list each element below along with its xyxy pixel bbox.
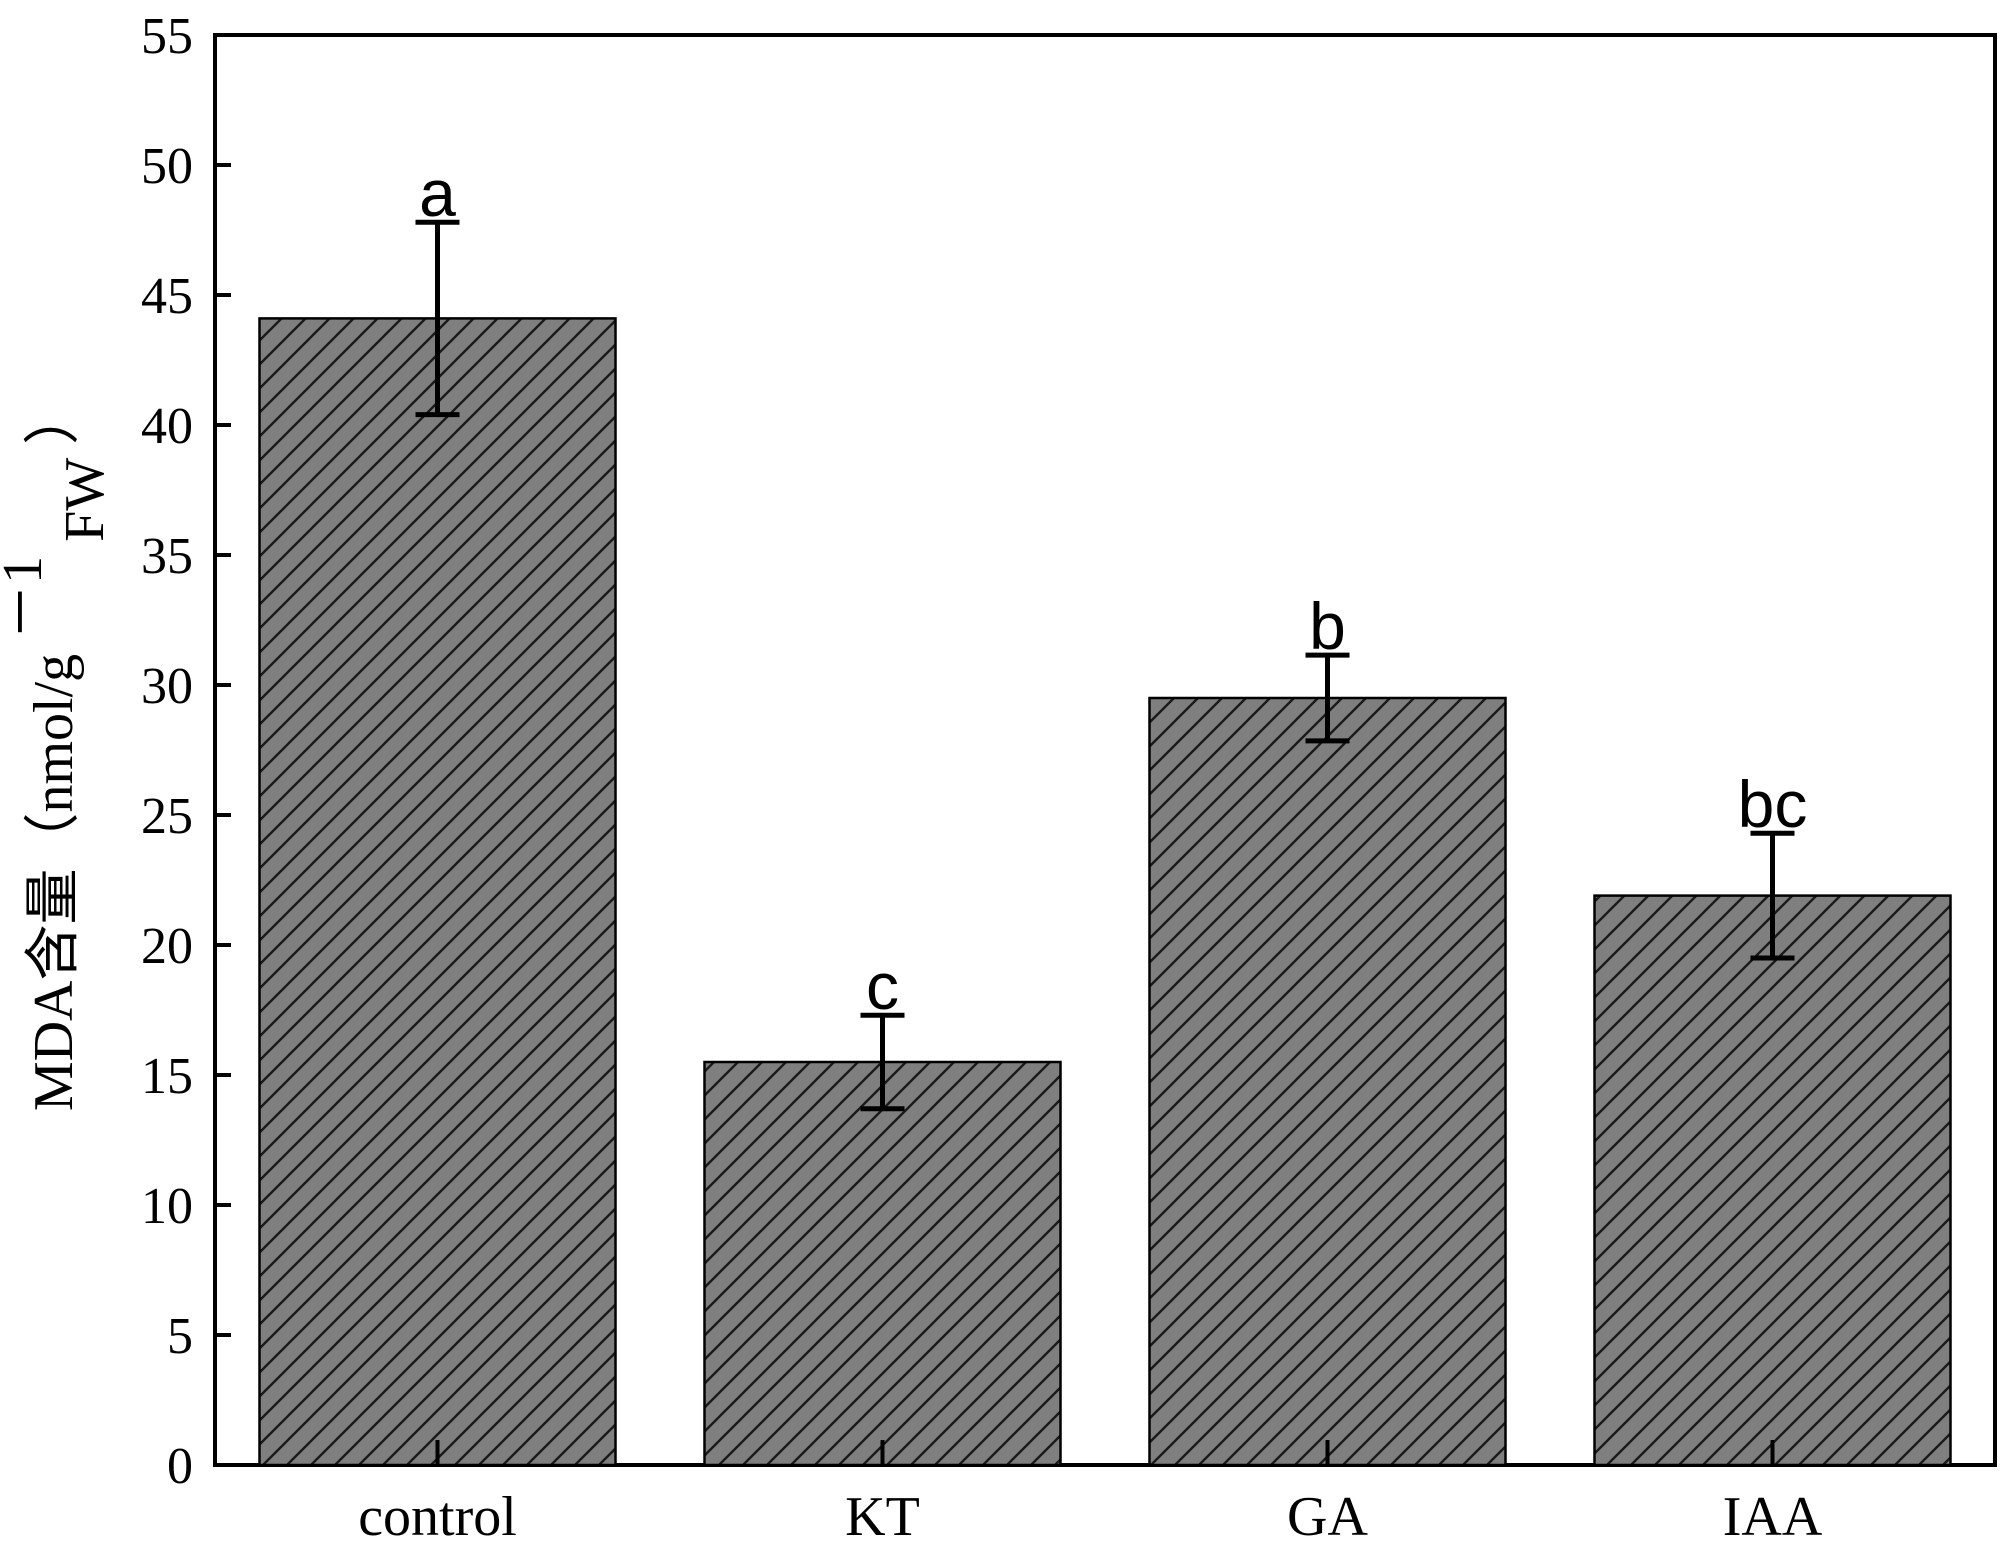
y-axis-title-superscript: －1 bbox=[0, 556, 54, 640]
error-bars-layer bbox=[415, 219, 1795, 1112]
y-tick-label: 40 bbox=[141, 398, 193, 455]
significance-labels-layer: a c b bc bbox=[419, 156, 1807, 1023]
y-axis-title-subscript: FW bbox=[54, 458, 116, 542]
bar-control bbox=[258, 317, 617, 1467]
y-tick-label: 45 bbox=[141, 268, 193, 325]
significance-label-iaa: bc bbox=[1738, 767, 1808, 841]
y-tick-label: 55 bbox=[141, 8, 193, 65]
bar-kt bbox=[703, 1060, 1062, 1467]
x-axis: control KT GA IAA bbox=[358, 1440, 1823, 1548]
bar-iaa bbox=[1593, 894, 1952, 1467]
significance-label-kt: c bbox=[866, 949, 899, 1023]
y-tick-label: 50 bbox=[141, 138, 193, 195]
y-axis-title: MDA含量（nmol/g －1 FW ） bbox=[0, 389, 116, 1111]
y-tick-label: 25 bbox=[141, 788, 193, 845]
y-tick-label: 0 bbox=[167, 1438, 193, 1495]
plot-area bbox=[213, 33, 1997, 1467]
x-tick-label-kt: KT bbox=[845, 1486, 920, 1548]
y-tick-label: 10 bbox=[141, 1178, 193, 1235]
y-tick-label: 20 bbox=[141, 918, 193, 975]
x-tick-label-ga: GA bbox=[1287, 1486, 1368, 1548]
bar-ga bbox=[1148, 696, 1507, 1467]
significance-label-control: a bbox=[419, 156, 456, 230]
y-tick-label: 35 bbox=[141, 528, 193, 585]
y-tick-label: 5 bbox=[167, 1308, 193, 1365]
x-tick-label-control: control bbox=[358, 1486, 517, 1548]
y-axis: 0 5 10 15 20 25 30 35 40 45 50 55 bbox=[141, 8, 231, 1495]
y-axis-title-end: ） bbox=[23, 389, 85, 445]
y-tick-label: 15 bbox=[141, 1048, 193, 1105]
bars-layer bbox=[258, 317, 1952, 1467]
plot-frame bbox=[213, 33, 1997, 1467]
y-tick-label: 30 bbox=[141, 658, 193, 715]
significance-label-ga: b bbox=[1309, 589, 1346, 663]
y-axis-title-main: MDA含量（nmol/g bbox=[23, 654, 85, 1111]
x-tick-label-iaa: IAA bbox=[1723, 1486, 1823, 1548]
